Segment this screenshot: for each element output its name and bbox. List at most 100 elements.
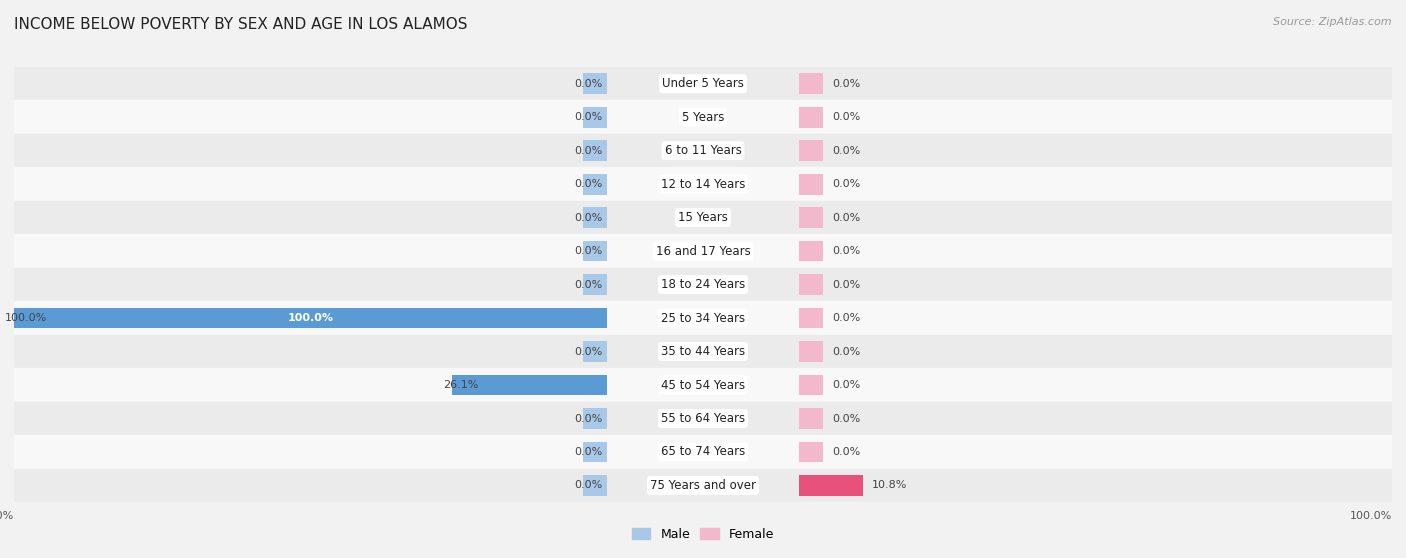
Text: 0.0%: 0.0% xyxy=(832,280,860,290)
Text: 100.0%: 100.0% xyxy=(0,511,14,521)
Text: 0.0%: 0.0% xyxy=(574,246,602,256)
Text: 0.0%: 0.0% xyxy=(832,380,860,390)
Bar xyxy=(800,335,1392,368)
Bar xyxy=(14,307,606,329)
Bar xyxy=(800,140,823,161)
Text: 0.0%: 0.0% xyxy=(832,146,860,156)
Bar xyxy=(800,100,1392,134)
Bar xyxy=(800,234,1392,268)
Bar xyxy=(451,374,606,396)
Text: 100.0%: 100.0% xyxy=(1350,511,1392,521)
Text: 0.0%: 0.0% xyxy=(574,480,602,490)
Bar xyxy=(800,107,823,128)
Bar xyxy=(800,73,823,94)
Text: 0.0%: 0.0% xyxy=(574,280,602,290)
Text: 0.0%: 0.0% xyxy=(832,347,860,357)
Bar xyxy=(800,307,823,329)
Text: 0.0%: 0.0% xyxy=(832,413,860,424)
Text: Under 5 Years: Under 5 Years xyxy=(662,77,744,90)
Bar xyxy=(14,201,606,234)
Text: 65 to 74 Years: 65 to 74 Years xyxy=(661,445,745,459)
Text: 0.0%: 0.0% xyxy=(574,447,602,457)
Bar xyxy=(583,475,606,496)
Bar xyxy=(14,100,606,134)
Bar xyxy=(606,167,800,201)
Bar xyxy=(606,335,800,368)
Bar xyxy=(14,435,606,469)
Bar xyxy=(14,368,606,402)
Bar xyxy=(583,408,606,429)
Bar xyxy=(606,100,800,134)
Bar xyxy=(14,234,606,268)
Bar xyxy=(14,335,606,368)
Bar xyxy=(606,435,800,469)
Text: 75 Years and over: 75 Years and over xyxy=(650,479,756,492)
Text: 15 Years: 15 Years xyxy=(678,211,728,224)
Bar xyxy=(800,268,1392,301)
Text: INCOME BELOW POVERTY BY SEX AND AGE IN LOS ALAMOS: INCOME BELOW POVERTY BY SEX AND AGE IN L… xyxy=(14,17,468,32)
Text: 18 to 24 Years: 18 to 24 Years xyxy=(661,278,745,291)
Text: 0.0%: 0.0% xyxy=(574,112,602,122)
Bar xyxy=(606,301,800,335)
Bar xyxy=(800,341,823,362)
Text: 100.0%: 100.0% xyxy=(287,313,333,323)
Text: 0.0%: 0.0% xyxy=(832,313,860,323)
Bar xyxy=(800,408,823,429)
Text: 16 and 17 Years: 16 and 17 Years xyxy=(655,244,751,258)
Bar xyxy=(14,268,606,301)
Text: 0.0%: 0.0% xyxy=(832,213,860,223)
Bar xyxy=(583,240,606,262)
Bar xyxy=(606,201,800,234)
Bar xyxy=(583,441,606,463)
Text: 0.0%: 0.0% xyxy=(832,179,860,189)
Bar xyxy=(606,268,800,301)
Text: 10.8%: 10.8% xyxy=(872,480,908,490)
Bar xyxy=(606,368,800,402)
Text: 6 to 11 Years: 6 to 11 Years xyxy=(665,144,741,157)
Bar xyxy=(800,174,823,195)
Bar xyxy=(583,341,606,362)
Text: 0.0%: 0.0% xyxy=(574,179,602,189)
Bar xyxy=(800,475,863,496)
Text: 0.0%: 0.0% xyxy=(574,79,602,89)
Bar xyxy=(800,402,1392,435)
Text: 100.0%: 100.0% xyxy=(6,313,48,323)
Bar xyxy=(606,469,800,502)
Text: 12 to 14 Years: 12 to 14 Years xyxy=(661,177,745,191)
Bar xyxy=(800,201,1392,234)
Text: 0.0%: 0.0% xyxy=(574,213,602,223)
Text: 5 Years: 5 Years xyxy=(682,110,724,124)
Text: Source: ZipAtlas.com: Source: ZipAtlas.com xyxy=(1274,17,1392,27)
Legend: Male, Female: Male, Female xyxy=(627,523,779,546)
Bar xyxy=(583,73,606,94)
Text: 25 to 34 Years: 25 to 34 Years xyxy=(661,311,745,325)
Bar xyxy=(800,435,1392,469)
Bar xyxy=(800,374,823,396)
Text: 26.1%: 26.1% xyxy=(443,380,478,390)
Bar xyxy=(583,107,606,128)
Bar xyxy=(800,167,1392,201)
Bar xyxy=(800,301,1392,335)
Text: 0.0%: 0.0% xyxy=(832,112,860,122)
Bar xyxy=(800,368,1392,402)
Text: 0.0%: 0.0% xyxy=(832,79,860,89)
Bar xyxy=(14,469,606,502)
Text: 0.0%: 0.0% xyxy=(574,413,602,424)
Text: 55 to 64 Years: 55 to 64 Years xyxy=(661,412,745,425)
Bar xyxy=(800,274,823,295)
Bar xyxy=(14,67,606,100)
Text: 45 to 54 Years: 45 to 54 Years xyxy=(661,378,745,392)
Bar xyxy=(606,67,800,100)
Bar xyxy=(800,134,1392,167)
Bar xyxy=(14,301,606,335)
Bar xyxy=(583,140,606,161)
Bar xyxy=(14,134,606,167)
Text: 0.0%: 0.0% xyxy=(832,246,860,256)
Bar xyxy=(606,234,800,268)
Bar xyxy=(583,207,606,228)
Text: 0.0%: 0.0% xyxy=(574,146,602,156)
Bar xyxy=(800,441,823,463)
Bar xyxy=(583,174,606,195)
Bar xyxy=(606,134,800,167)
Text: 35 to 44 Years: 35 to 44 Years xyxy=(661,345,745,358)
